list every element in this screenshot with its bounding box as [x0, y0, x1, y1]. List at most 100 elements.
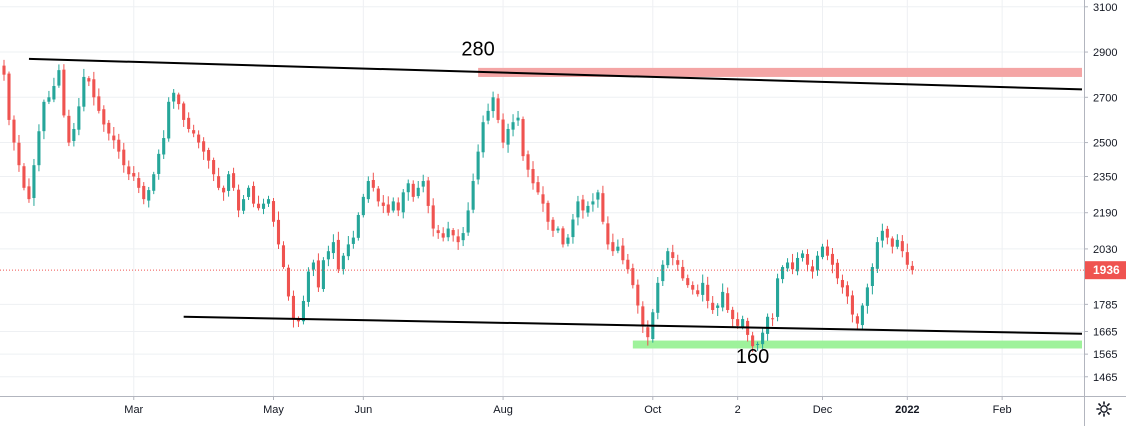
candle-body	[2, 65, 6, 75]
candle-body	[611, 242, 615, 252]
candle-body	[232, 173, 236, 188]
x-tick-label: Dec	[813, 404, 833, 416]
candle-body	[496, 98, 500, 120]
candle-body	[346, 244, 350, 257]
candle-body	[122, 149, 126, 166]
candle-body	[271, 201, 276, 222]
candle-body	[815, 255, 820, 271]
candle-body	[187, 117, 191, 129]
y-tick-label: 1785	[1093, 299, 1117, 311]
candle-body	[756, 343, 760, 345]
candle-body	[256, 203, 261, 209]
candle-body	[521, 119, 525, 157]
candle-body	[706, 284, 710, 301]
candle-body	[107, 122, 111, 134]
candle-body	[541, 194, 545, 204]
candle-body	[446, 228, 450, 238]
candle-body	[511, 122, 515, 130]
candle-body	[586, 205, 590, 213]
y-tick-label: 1665	[1093, 327, 1117, 339]
candle-body	[616, 246, 620, 251]
candle-body	[441, 233, 445, 238]
candle-body	[771, 318, 775, 320]
candle-body	[132, 173, 136, 177]
candle-body	[830, 253, 835, 265]
candle-body	[431, 205, 435, 229]
candle-body	[596, 192, 600, 200]
candle-body	[57, 70, 61, 86]
candle-body	[266, 199, 271, 204]
candle-body	[581, 199, 585, 211]
candle-body	[411, 183, 415, 197]
candle-body	[7, 73, 11, 120]
candle-body	[691, 285, 695, 290]
candle-body	[77, 106, 81, 130]
candle-body	[626, 259, 630, 270]
candle-body	[177, 94, 181, 105]
candle-body	[731, 309, 735, 320]
candle-body	[785, 262, 790, 269]
candle-body	[671, 252, 675, 258]
candle-body	[631, 268, 635, 286]
candle-body	[117, 139, 121, 152]
candle-body	[197, 134, 201, 143]
candle-body	[72, 128, 76, 141]
candle-body	[386, 204, 390, 213]
candle-body	[416, 187, 420, 197]
candle-body	[172, 92, 176, 102]
candle-body	[761, 332, 765, 345]
x-tick-label: May	[263, 404, 284, 416]
candle-body	[311, 262, 315, 270]
candle-body	[790, 262, 795, 270]
current-price-badge	[1085, 261, 1126, 280]
candle-body	[147, 190, 151, 201]
settings-gear-icon[interactable]	[1093, 398, 1115, 420]
candle-body	[820, 246, 825, 258]
candle-body	[840, 279, 844, 288]
candle-body	[716, 305, 720, 308]
candle-body	[606, 223, 610, 245]
candle-body	[666, 251, 670, 266]
candle-body	[795, 257, 800, 272]
candle-body	[336, 239, 340, 270]
candle-body	[426, 180, 430, 206]
candle-body	[621, 245, 625, 261]
candle-body	[721, 291, 725, 308]
candle-body	[222, 187, 226, 193]
candle-body	[676, 260, 680, 265]
candle-body	[301, 300, 305, 322]
candle-body	[646, 327, 650, 338]
candle-body	[97, 96, 101, 111]
candle-body	[526, 154, 530, 170]
resistance-zone	[478, 67, 1082, 77]
candle-body	[656, 282, 660, 313]
candle-body	[296, 318, 301, 322]
candle-body	[461, 233, 465, 241]
candle-body	[127, 166, 131, 175]
candle-body	[561, 228, 565, 245]
candle-body	[711, 302, 715, 311]
candle-body	[865, 287, 869, 306]
candle-body	[481, 122, 485, 153]
candle-body	[401, 192, 405, 213]
candle-body	[366, 181, 370, 200]
candle-body	[531, 169, 535, 184]
annotations: 280 160	[461, 38, 769, 368]
candle-body	[227, 174, 231, 191]
x-tick-label: 2022	[895, 404, 919, 416]
y-tick-label: 2700	[1093, 92, 1117, 104]
candle-body	[641, 306, 645, 326]
candle-body	[486, 110, 490, 121]
candle-body	[371, 179, 375, 188]
candle-body	[751, 335, 755, 347]
candle-body	[67, 115, 71, 143]
candle-body	[905, 252, 909, 265]
x-tick-label: 2	[735, 404, 741, 416]
candle-body	[27, 186, 31, 200]
candle-body	[890, 238, 894, 247]
candle-body	[281, 245, 286, 268]
x-tick-label: Aug	[493, 404, 513, 416]
current-price-label: 1936	[1093, 263, 1120, 277]
